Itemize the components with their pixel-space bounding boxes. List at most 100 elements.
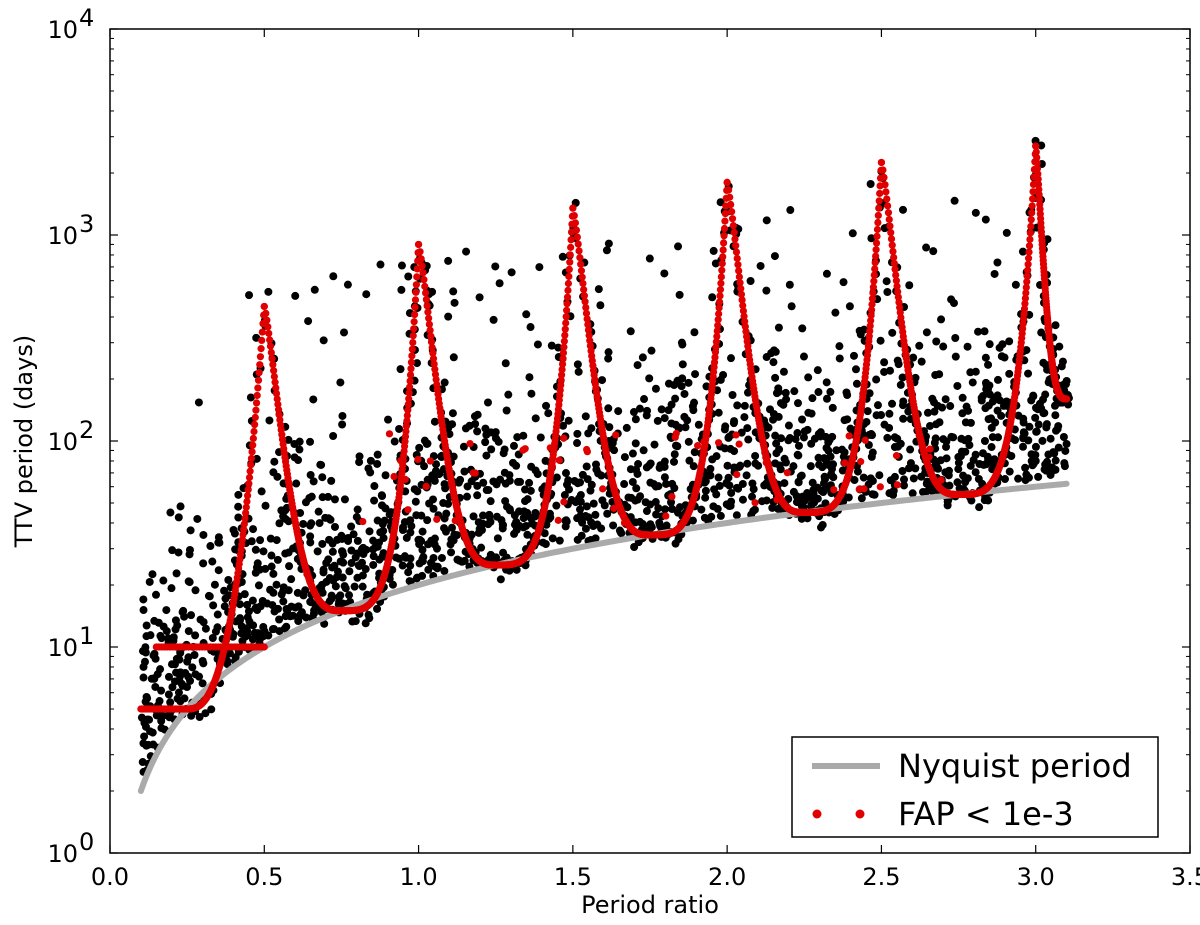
data-point <box>573 479 582 488</box>
data-point <box>365 614 374 623</box>
data-point <box>780 454 789 463</box>
fap-point <box>563 300 571 308</box>
data-point <box>266 534 275 543</box>
data-point <box>888 399 897 408</box>
data-point <box>732 511 741 520</box>
data-point <box>839 278 848 287</box>
data-point <box>315 519 324 528</box>
data-point <box>157 686 166 695</box>
data-point <box>937 315 946 324</box>
data-point <box>512 461 521 470</box>
fap-point <box>581 298 589 306</box>
fap-point <box>407 358 416 366</box>
data-point <box>265 416 274 425</box>
data-point <box>1052 426 1060 435</box>
data-point <box>589 499 598 508</box>
fap-point <box>735 440 743 448</box>
data-point <box>187 611 196 620</box>
data-point <box>489 315 498 324</box>
data-point <box>866 180 875 189</box>
data-point <box>433 544 442 553</box>
data-point <box>306 597 315 606</box>
fap-point <box>247 461 255 469</box>
fap-point <box>416 248 424 256</box>
fap-point <box>567 236 575 244</box>
data-point <box>954 458 963 467</box>
data-point <box>771 373 780 382</box>
data-point <box>176 502 185 511</box>
data-point <box>602 246 611 255</box>
data-point <box>808 394 817 403</box>
data-point <box>720 425 729 434</box>
data-point <box>806 462 815 471</box>
data-point <box>604 354 613 363</box>
data-point <box>922 243 931 252</box>
fap-point <box>723 178 731 187</box>
data-point <box>304 317 313 326</box>
data-point <box>344 536 353 545</box>
data-point <box>827 470 836 479</box>
fap-point <box>422 482 430 491</box>
data-point <box>620 453 629 462</box>
data-point <box>353 505 362 514</box>
data-point <box>886 476 895 485</box>
data-point <box>620 480 629 489</box>
data-point <box>770 346 779 355</box>
y-tick-exponent: 2 <box>79 416 94 444</box>
data-point <box>318 539 327 548</box>
data-point <box>730 417 739 426</box>
data-point <box>301 586 310 595</box>
data-point <box>691 370 700 379</box>
fap-point <box>570 211 578 220</box>
data-point <box>643 406 652 415</box>
data-point <box>502 406 511 415</box>
data-point <box>958 409 967 418</box>
data-point <box>245 291 254 300</box>
data-point <box>473 410 482 419</box>
fap-point <box>262 309 270 317</box>
data-point <box>306 437 315 446</box>
data-point <box>961 418 970 427</box>
fap-point <box>402 427 410 435</box>
data-point <box>670 381 679 390</box>
fap-point <box>1032 148 1040 156</box>
data-point <box>685 456 694 465</box>
data-point <box>266 585 275 594</box>
data-point <box>306 521 315 530</box>
data-point <box>816 428 825 437</box>
fap-point <box>583 315 591 323</box>
fap-point <box>869 283 877 291</box>
data-point <box>791 435 800 444</box>
fap-point <box>737 285 745 293</box>
data-point <box>185 545 194 554</box>
fap-point <box>427 338 436 346</box>
data-point <box>714 408 723 417</box>
data-point <box>1037 141 1046 150</box>
fap-point <box>567 243 575 251</box>
data-point <box>647 523 656 532</box>
data-point <box>558 252 567 261</box>
data-point <box>190 651 199 659</box>
data-point <box>347 522 356 531</box>
data-point <box>548 534 557 543</box>
data-point <box>318 473 327 482</box>
data-point <box>893 356 902 365</box>
data-point <box>526 323 535 332</box>
data-point <box>248 596 257 605</box>
fap-point <box>560 498 568 506</box>
data-point <box>981 353 990 362</box>
data-point <box>1024 369 1033 378</box>
data-point <box>225 649 234 658</box>
data-point <box>402 553 411 562</box>
data-point <box>196 615 205 624</box>
data-point <box>390 437 399 446</box>
data-point <box>1032 427 1041 436</box>
data-point <box>246 393 255 402</box>
fap-point <box>1062 395 1071 403</box>
data-point <box>987 443 996 452</box>
fap-point <box>662 512 670 520</box>
fap-point <box>260 643 268 651</box>
data-point <box>993 375 1002 384</box>
data-point <box>697 505 706 514</box>
data-point <box>798 415 807 424</box>
